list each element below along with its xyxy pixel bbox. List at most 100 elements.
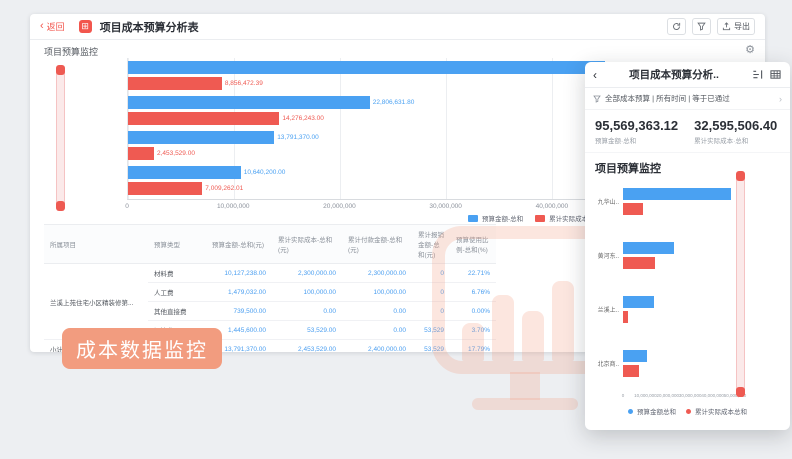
- filter-button[interactable]: [692, 18, 711, 35]
- budget-table: 所属项目 预算类型 预算金额-总和(元) 累计实际成本-总和(元) 累计付款金额-总和(…: [44, 224, 496, 352]
- list-view-icon[interactable]: [751, 68, 764, 81]
- value-cell: 0: [412, 301, 450, 321]
- chart-category-group: 黄河东路建设服务中心酒店...22,806,631.8014,276,243.0…: [128, 93, 605, 128]
- budget-type-cell: 其他直接费: [148, 301, 206, 321]
- budget-bar: [128, 166, 241, 179]
- panel-header: ‹ 项目成本预算分析..: [585, 62, 790, 88]
- legend-item: 预算金额总和: [628, 406, 676, 416]
- value-cell: 53,529: [412, 320, 450, 340]
- panel-title: 项目成本预算分析..: [629, 69, 719, 81]
- chart-category-group: 九华山庄养老核心区工程8,856,472.39: [128, 58, 605, 93]
- x-axis-ticks: 0 10,000,000 20,000,000 30,000,000 40,000,00…: [125, 203, 605, 213]
- value-cell: 0: [412, 263, 450, 283]
- slider-handle-top[interactable]: [736, 171, 745, 181]
- x-tick-label: 40,000,000: [701, 393, 724, 398]
- actual-cost-bar: [128, 112, 280, 125]
- actual-cost-bar: [128, 182, 203, 195]
- bar-value-label: 13,791,370.00: [277, 134, 319, 141]
- value-cell: 1,479,032.00: [206, 282, 272, 302]
- panel-bar-chart: 九华山.. 黄河东.. 兰溪上.. 北京商..: [597, 174, 735, 390]
- budget-type-cell: 材料费: [148, 263, 206, 283]
- export-button[interactable]: 导出: [717, 18, 755, 35]
- filter-text: 全部成本预算 | 所有时间 | 等于已通过: [605, 94, 730, 103]
- column-header: 预算使用比例-总和(%): [450, 224, 496, 264]
- back-label: 返回: [46, 22, 65, 32]
- stat-value: 32,595,506.40: [694, 118, 778, 133]
- watermark-base: [472, 398, 578, 410]
- panel-range-slider[interactable]: [736, 171, 745, 397]
- bar-value-label: 10,640,200.00: [243, 169, 286, 176]
- chart-category-group: 兰溪上苑住宅小区精装修第...13,791,370.002,453,529.00: [128, 128, 605, 163]
- legend-item: 累计实际成本总和: [686, 406, 747, 416]
- funnel-icon: [697, 22, 706, 31]
- actual-cost-bar: [623, 364, 639, 377]
- chart-category-group: 九华山..: [597, 174, 735, 228]
- budget-bar: [128, 96, 370, 109]
- chart-range-slider[interactable]: [56, 65, 65, 211]
- legend-marker: [535, 214, 546, 222]
- cost-monitor-badge: 成本数据监控: [62, 328, 222, 369]
- value-cell: 2,300,000.00: [272, 263, 342, 283]
- value-cell: 3.70%: [450, 320, 496, 340]
- panel-stats: 95,569,363.12 预算金额·总和 32,595,506.40 累计实际…: [585, 110, 790, 153]
- legend-label: 累计实际成本-总和: [549, 216, 604, 223]
- gridline: [552, 58, 553, 199]
- panel-x-axis-ticks: 0 10,000,000 20,000,000 30,000,000 40,000,00…: [622, 393, 747, 403]
- value-cell: 2,400,000.00: [342, 339, 412, 352]
- window-topbar: ‹ 返回 ⊞ 项目成本预算分析表 导出: [30, 14, 765, 40]
- panel-chart-legend: 预算金额总和 累计实际成本总和: [585, 406, 790, 416]
- export-label: 导出: [734, 22, 750, 31]
- panel-filter-bar[interactable]: 全部成本预算 | 所有时间 | 等于已通过 ›: [585, 88, 790, 110]
- table-view-icon[interactable]: [769, 68, 782, 81]
- legend-label: 预算金额总和: [637, 409, 676, 416]
- category-label: 兰溪上..: [597, 307, 619, 314]
- legend-label: 累计实际成本总和: [695, 409, 747, 416]
- chart-category-group: 北京商务中心区办公工程10,640,200.007,009,262.01: [128, 163, 605, 198]
- value-cell: 0.00: [342, 320, 412, 340]
- bar-value-label: 22,806,631.80: [372, 99, 415, 106]
- x-tick-label: 10,000,000: [634, 393, 657, 398]
- panel-back-icon[interactable]: ‹: [593, 67, 597, 82]
- gridline: [234, 58, 235, 199]
- x-tick-label: 50,000,000: [723, 393, 747, 398]
- budget-bar: [128, 131, 275, 144]
- x-tick-label: 30,000,000: [429, 203, 462, 210]
- stat-value: 95,569,363.12: [595, 118, 679, 133]
- gear-icon[interactable]: ⚙: [745, 44, 755, 56]
- stat-actual-total: 32,595,506.40 累计实际成本·总和: [694, 118, 777, 145]
- bar-value-label: 8,856,472.39: [224, 80, 263, 87]
- gridline: [340, 58, 341, 199]
- value-cell: 22.71%: [450, 263, 496, 283]
- value-cell: 53,529.00: [272, 320, 342, 340]
- refresh-button[interactable]: [667, 18, 686, 35]
- column-header: 累计付款金额-总和(元): [342, 224, 412, 264]
- slider-handle-bottom[interactable]: [736, 387, 745, 397]
- value-cell: 100,000.00: [342, 282, 412, 302]
- mobile-preview-panel: ‹ 项目成本预算分析.. 全部成本预算 | 所有时间 | 等于已通过 › 95,…: [585, 62, 790, 430]
- back-button[interactable]: ‹ 返回: [40, 20, 65, 33]
- legend-item: 预算金额-总和: [468, 213, 523, 223]
- column-header: 预算类型: [148, 224, 206, 264]
- value-cell: 1,445,600.00: [206, 320, 272, 340]
- legend-marker: [628, 408, 633, 414]
- budget-bar: [128, 61, 605, 74]
- table-row: 兰溪上苑住宅小区精装修第... 材料费 10,127,238.00 2,300,000…: [44, 263, 496, 340]
- slider-handle-top[interactable]: [56, 65, 65, 75]
- budget-bar: [623, 295, 654, 308]
- budget-bar: [623, 241, 675, 254]
- category-label: 北京商..: [597, 361, 619, 368]
- budget-bar: [623, 349, 647, 362]
- slider-handle-bottom[interactable]: [56, 201, 65, 211]
- chart-category-group: 黄河东..: [597, 228, 735, 282]
- app-icon: ⊞: [78, 20, 92, 33]
- value-cell: 0.00: [272, 301, 342, 321]
- value-cell: 0.00: [342, 301, 412, 321]
- actual-cost-bar: [128, 77, 222, 90]
- column-header: 预算金额-总和(元): [206, 224, 272, 264]
- value-cell: 0: [412, 282, 450, 302]
- gridline: [445, 58, 447, 199]
- chart-category-group: 北京商..: [597, 336, 735, 390]
- chart-section-title: 项目预算监控: [44, 47, 99, 57]
- stat-label: 累计实际成本·总和: [694, 138, 749, 145]
